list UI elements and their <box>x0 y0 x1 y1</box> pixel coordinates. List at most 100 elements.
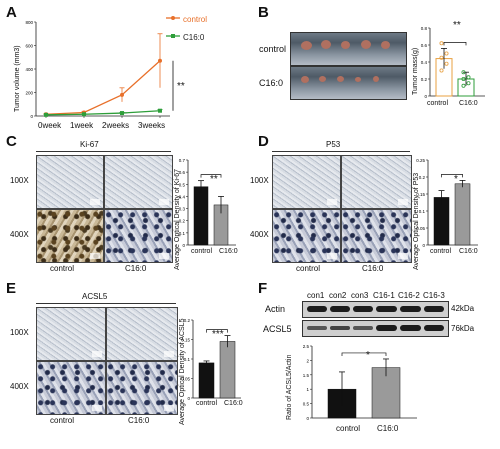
photo-row-control: control <box>259 44 287 54</box>
D-sig-bracket <box>441 174 463 178</box>
C-ytick-label-2: 0.2 <box>179 219 186 224</box>
E-ytick-label-3: 0.15 <box>181 338 190 343</box>
d-mag-100x: 100X <box>250 176 269 185</box>
xcat-b-0: control <box>427 100 449 107</box>
F-ytick-label-4: 2 <box>306 358 309 363</box>
photo-row-c16: C16:0 <box>259 78 284 88</box>
chart-c-sig: ** <box>210 174 218 185</box>
E-ytick-label-4: 0.2 <box>184 318 191 323</box>
chart-a-sig: ** <box>177 81 185 92</box>
legend-control: control <box>183 15 208 24</box>
B-point-0-3 <box>444 61 449 66</box>
panel-label-a: A <box>6 4 17 21</box>
chart-f-sig: * <box>366 350 370 361</box>
F-ytick-label-2: 1 <box>306 387 309 392</box>
A-series-1-point-3 <box>158 108 162 113</box>
legend-marker-c16 <box>171 34 175 38</box>
B-ytick-label-3: 0.6 <box>421 43 428 48</box>
chart-e-sig: *** <box>212 329 224 340</box>
c-mag-100x: 100X <box>10 176 29 185</box>
chart-e: 0 0.05 0.1 0.15 0.2 <box>181 318 241 401</box>
A-series-1-point-0 <box>44 112 48 117</box>
chart-c: 0 0.1 0.2 0.3 0.4 0.5 0.6 0.7 <box>179 158 236 248</box>
blot-row-actin: Actin <box>265 304 286 314</box>
B-point-1-3 <box>466 81 471 86</box>
d-col-c16: C16:0 <box>362 264 384 273</box>
d-100x-control <box>272 155 341 209</box>
D-ytick-label-1: 0.05 <box>416 226 425 231</box>
lane-3: C16-1 <box>373 291 395 300</box>
A-ytick-label-0: 0 <box>30 114 33 119</box>
C-sig-bracket <box>200 174 222 178</box>
lane-2: con3 <box>351 291 369 300</box>
A-series-1-line <box>45 110 161 116</box>
B-point-0-1 <box>444 51 449 56</box>
xcat-d-0: control <box>430 248 452 255</box>
A-series-0-point-3 <box>158 58 162 63</box>
D-ytick-label-2: 0.1 <box>419 209 426 214</box>
xcat-b-1: C16:0 <box>459 100 478 107</box>
chart-a: 0 200 400 600 800 <box>25 16 180 119</box>
panel-e-title: ACSL5 <box>82 292 108 301</box>
A-series-0-line <box>45 60 161 115</box>
A-ytick-label-1: 200 <box>25 91 33 96</box>
E-sig-bracket <box>206 329 228 333</box>
F-ytick-label-5: 2.5 <box>303 344 310 349</box>
F-ytick-label-0: 0 <box>306 416 309 421</box>
xcat-f-1: C16:0 <box>377 424 399 433</box>
xcat-d-1: C16:0 <box>459 248 478 255</box>
chart-d-sig: * <box>454 174 458 185</box>
c-400x-c16 <box>104 209 173 263</box>
F-ytick-label-3: 1.5 <box>303 373 310 378</box>
e-100x-control <box>36 307 106 361</box>
C-ytick-label-7: 0.7 <box>179 158 186 163</box>
B-point-0-4 <box>439 68 444 73</box>
xcat-f-0: control <box>336 424 361 433</box>
B-point-0-0 <box>439 41 444 46</box>
d-col-control: control <box>296 264 321 273</box>
C-ytick-label-3: 0.3 <box>179 207 186 212</box>
C-ytick-label-0: 0 <box>182 243 185 248</box>
xcat-c-1: C16:0 <box>219 248 238 255</box>
c-col-control: control <box>50 264 75 273</box>
A-ytick-label-3: 600 <box>25 44 33 49</box>
blot-row-acsl5: ACSL5 <box>263 324 292 334</box>
D-ytick-label-3: 0.15 <box>416 192 425 197</box>
panel-c-title: Ki-67 <box>80 140 99 149</box>
xtick-a-1: 1week <box>70 121 94 130</box>
chart-b-sig: ** <box>453 20 461 31</box>
A-ytick-label-4: 800 <box>25 20 33 25</box>
B-ytick-label-2: 0.4 <box>421 60 428 65</box>
xtick-a-3: 3weeks <box>138 121 166 130</box>
xcat-e-1: C16:0 <box>224 400 243 407</box>
d-mag-400x: 400X <box>250 230 269 239</box>
B-point-1-1 <box>466 75 471 80</box>
e-100x-c16 <box>106 307 178 361</box>
blot-acsl5 <box>302 320 449 337</box>
kda-actin: 42kDa <box>451 304 475 313</box>
C-ytick-label-5: 0.5 <box>179 182 186 187</box>
panel-label-e: E <box>6 280 17 297</box>
D-ytick-label-5: 0.25 <box>416 158 425 163</box>
blot-actin <box>302 301 449 318</box>
c-400x-control <box>36 209 104 263</box>
B-ytick-label-1: 0.2 <box>421 77 428 82</box>
c-col-c16: C16:0 <box>125 264 147 273</box>
F-sig-bracket <box>341 352 387 356</box>
e-mag-100x: 100X <box>10 328 29 337</box>
c-100x-c16 <box>104 155 173 209</box>
F-ytick-label-1: 0.5 <box>303 402 310 407</box>
xcat-e-0: control <box>196 400 218 407</box>
chart-b: 0 0.2 0.4 0.6 0.8 <box>421 26 485 99</box>
xtick-a-0: 0week <box>38 121 62 130</box>
A-ytick-label-2: 400 <box>25 67 33 72</box>
C-ytick-label-4: 0.4 <box>179 194 186 199</box>
e-mag-400x: 400X <box>10 382 29 391</box>
lane-1: con2 <box>329 291 347 300</box>
B-point-1-2 <box>461 77 466 82</box>
D-ytick-label-4: 0.2 <box>419 175 426 180</box>
panel-label-d: D <box>258 133 269 150</box>
c-mag-400x: 400X <box>10 230 29 239</box>
kda-acsl5: 76kDa <box>451 324 475 333</box>
chart-d: 0 0.05 0.1 0.15 0.2 0.25 <box>416 158 478 248</box>
